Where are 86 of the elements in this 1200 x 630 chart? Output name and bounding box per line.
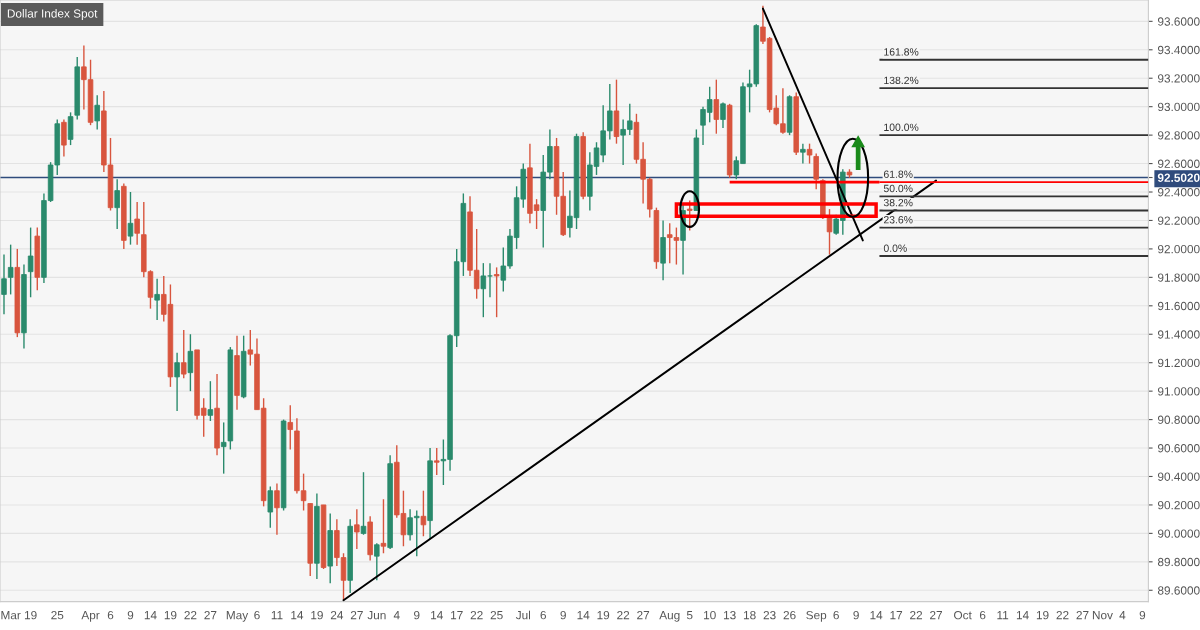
x-tick-label: 9 (853, 610, 859, 620)
annotation: 61.8% (883, 170, 913, 178)
x-tick-label: 9 (1139, 610, 1146, 620)
x-tick-label: 27 (350, 610, 363, 620)
x-tick-label: 13 (723, 610, 736, 620)
x-tick-label: 14 (291, 611, 304, 620)
x-tick-label: 23 (763, 610, 776, 620)
annotation: 0.0% (883, 244, 907, 252)
y-tick-label: 89.8000 (1157, 557, 1200, 567)
annotation: 38.2% (883, 198, 913, 207)
y-tick-label: 90.6000 (1157, 444, 1200, 453)
x-tick-label: Aug (659, 611, 680, 622)
x-tick-label: 14 (1016, 611, 1029, 620)
x-tick-label: 9 (127, 610, 134, 620)
x-tick-label: 6 (833, 610, 839, 620)
x-tick-label: 10 (704, 610, 716, 620)
x-tick-label: 19 (164, 610, 177, 620)
annotation: 23.6% (883, 216, 913, 224)
x-tick-label: Sep (806, 610, 827, 622)
x-tick-label: May (226, 611, 249, 622)
x-tick-label: 18 (743, 610, 756, 620)
x-tick-label: Nov (1092, 611, 1113, 620)
x-tick-label: Oct (954, 610, 972, 620)
x-tick-label: 25 (490, 610, 503, 620)
x-tick-label: 19 (597, 610, 610, 620)
x-tick-label: 6 (107, 610, 114, 620)
x-tick-label: 19 (1036, 610, 1049, 620)
x-tick-label: 5 (686, 611, 693, 620)
y-tick-label: 92.8000 (1157, 131, 1200, 140)
x-tick-label: 11 (997, 611, 1009, 620)
y-tick-label: 92.2000 (1157, 216, 1200, 225)
y-tick-label: 93.6000 (1157, 17, 1200, 26)
x-tick-label: 6 (254, 610, 260, 620)
x-tick-label: 14 (870, 611, 883, 620)
y-tick-label: 92.5020 (1157, 173, 1200, 182)
x-tick-label: 14 (577, 611, 590, 620)
x-tick-label: 22 (910, 610, 923, 620)
y-tick-label: 91.0000 (1157, 387, 1200, 396)
y-tick-label: 90.0000 (1157, 529, 1200, 538)
annotation: 138.2% (884, 76, 919, 85)
x-tick-label: 22 (1056, 610, 1069, 620)
annotation: 161.8% (884, 48, 919, 56)
x-tick-label: 27 (204, 610, 217, 620)
x-tick-label: 11 (271, 611, 283, 620)
y-tick-label: 91.2000 (1157, 358, 1200, 368)
x-tick-label: 4 (393, 611, 400, 620)
x-tick-label: 27 (637, 610, 650, 620)
annotation: 50.0% (883, 184, 913, 193)
x-tick-label: Jul (515, 610, 531, 620)
y-tick-label: 91.8000 (1157, 273, 1200, 282)
y-tick-label: 92.4000 (1157, 188, 1200, 197)
annotation: 100.0% (884, 123, 919, 131)
y-tick-label: 91.6000 (1157, 301, 1200, 311)
x-tick-label: 27 (930, 610, 942, 620)
y-tick-label: 90.8000 (1157, 415, 1200, 424)
x-tick-label: 19 (311, 610, 323, 620)
y-tick-label: 93.0000 (1157, 102, 1200, 112)
y-tick-label: 92.0000 (1157, 244, 1200, 254)
y-tick-label: 91.4000 (1157, 330, 1200, 339)
x-tick-label: 17 (890, 611, 903, 620)
x-tick-label: 27 (1076, 610, 1089, 620)
x-tick-label: 24 (330, 610, 344, 620)
x-tick-label: Apr (81, 611, 100, 622)
x-tick-label: 22 (184, 610, 197, 620)
x-tick-label: Mar (1, 611, 21, 620)
x-tick-label: 22 (470, 610, 483, 620)
y-tick-label: 93.4000 (1157, 45, 1200, 55)
y-tick-label: 92.6000 (1157, 159, 1200, 168)
x-tick-label: 6 (979, 610, 986, 620)
y-tick-label: 89.6000 (1157, 586, 1200, 595)
x-tick-label: 14 (431, 611, 443, 620)
x-tick-label: 14 (144, 611, 157, 620)
x-tick-label: 9 (560, 610, 566, 620)
x-tick-label: 9 (414, 610, 420, 620)
y-tick-label: 90.2000 (1157, 500, 1200, 510)
y-tick-label: 90.4000 (1157, 472, 1200, 481)
text: Dollar Index Spot (7, 9, 98, 21)
x-tick-label: 19 (24, 610, 37, 620)
x-tick-label: Jun (367, 611, 386, 620)
x-tick-label: 4 (1119, 611, 1126, 620)
y-tick-label: 93.2000 (1157, 74, 1200, 83)
x-tick-label: 17 (451, 611, 463, 620)
x-tick-label: 22 (617, 610, 630, 620)
x-tick-label: 25 (51, 610, 64, 620)
x-tick-label: 26 (783, 610, 796, 620)
x-tick-label: 6 (540, 610, 547, 620)
